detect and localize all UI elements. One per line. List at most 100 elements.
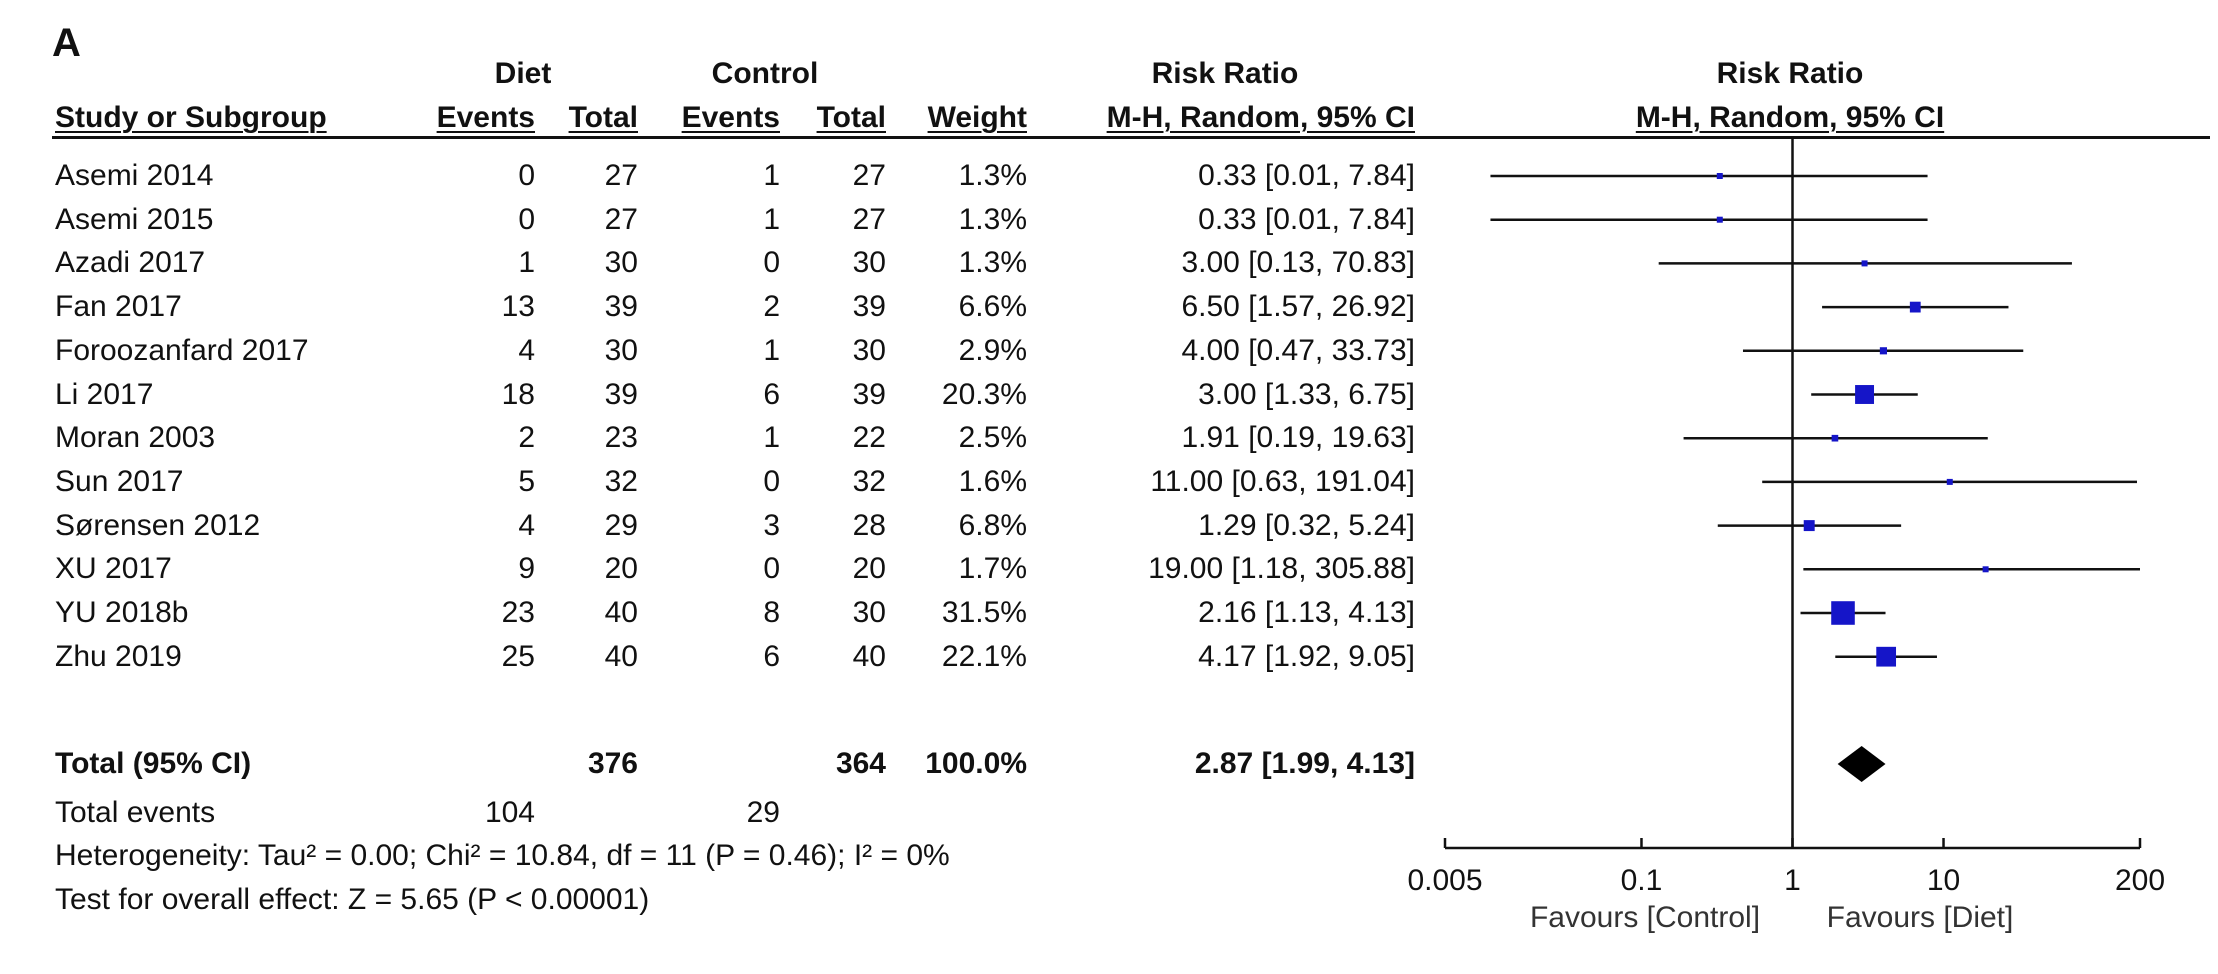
diet-events-cell: 4	[518, 333, 535, 367]
point-estimate-marker	[1716, 173, 1723, 179]
control-total-cell: 30	[852, 596, 886, 629]
diet-total-cell: 20	[604, 552, 638, 586]
diet-events-cell: 23	[501, 596, 535, 629]
study-name: Sun 2017	[55, 464, 184, 498]
plot-risk-ratio-header: Risk Ratio	[1716, 57, 1864, 90]
diet-events-cell: 5	[518, 464, 535, 498]
risk-ratio-cell: 1.91 [0.19, 19.63]	[1181, 421, 1415, 455]
control-events-cell: 1	[763, 202, 780, 236]
plot-method-header: M-H, Random, 95% CI	[1635, 101, 1945, 134]
weight-cell: 1.3%	[958, 159, 1027, 192]
weight-cell: 31.5%	[941, 596, 1027, 629]
total-risk-ratio: 2.87 [1.99, 4.13]	[1194, 747, 1415, 780]
risk-ratio-cell: 2.16 [1.13, 4.13]	[1198, 596, 1415, 629]
risk-ratio-cell: 0.33 [0.01, 7.84]	[1198, 159, 1415, 192]
risk-ratio-cell: 4.00 [0.47, 33.73]	[1181, 333, 1415, 367]
control-total-cell: 30	[852, 333, 886, 367]
point-estimate-marker	[1876, 646, 1897, 667]
diet-events-cell: 0	[518, 159, 535, 192]
favours-control-label: Favours [Control]	[1529, 901, 1761, 934]
diet-total-cell: 39	[604, 290, 638, 324]
weight-cell: 1.7%	[958, 552, 1027, 586]
diet-total-cell: 40	[604, 639, 638, 673]
control-events-cell: 6	[763, 377, 780, 411]
weight-cell: 1.3%	[958, 202, 1027, 236]
point-estimate-marker	[1946, 478, 1953, 485]
diet-total-cell: 23	[604, 421, 638, 455]
diet-events-cell: 18	[501, 377, 535, 411]
risk-ratio-header: Risk Ratio	[1151, 57, 1299, 90]
control-events-cell: 0	[763, 552, 780, 586]
overall-effect-text: Test for overall effect: Z = 5.65 (P < 0…	[55, 883, 650, 916]
total-events-diet: 104	[484, 796, 535, 829]
control-events-header: Events	[681, 101, 780, 134]
weight-cell: 20.3%	[941, 377, 1027, 411]
diet-total-cell: 27	[604, 202, 638, 236]
weight-cell: 6.6%	[958, 290, 1027, 324]
control-events-cell: 6	[763, 639, 780, 673]
x-tick-label: 0.005	[1407, 864, 1482, 897]
total-events-label: Total events	[55, 796, 216, 829]
control-group-header: Control	[711, 57, 819, 90]
risk-ratio-cell: 4.17 [1.92, 9.05]	[1198, 639, 1415, 673]
study-column-header: Study or Subgroup	[55, 101, 327, 134]
point-estimate-marker	[1909, 301, 1921, 313]
control-total-cell: 39	[852, 290, 886, 324]
heterogeneity-text: Heterogeneity: Tau² = 0.00; Chi² = 10.84…	[55, 839, 950, 872]
control-events-cell: 2	[763, 290, 780, 324]
x-tick-label: 1	[1784, 864, 1801, 897]
risk-ratio-cell: 3.00 [0.13, 70.83]	[1181, 246, 1415, 280]
study-name: Fan 2017	[55, 290, 182, 324]
point-estimate-marker	[1831, 434, 1839, 442]
diet-total-cell: 30	[604, 333, 638, 367]
diet-total-cell: 32	[604, 464, 638, 498]
control-total-cell: 20	[852, 552, 886, 586]
control-events-cell: 0	[763, 464, 780, 498]
control-events-cell: 1	[763, 159, 780, 192]
diet-events-cell: 9	[518, 552, 535, 586]
point-estimate-marker	[1831, 601, 1855, 625]
study-name: XU 2017	[55, 552, 172, 586]
total-label: Total (95% CI)	[55, 747, 252, 780]
point-estimate-marker	[1982, 566, 1989, 573]
diet-events-cell: 25	[501, 639, 535, 673]
weight-cell: 22.1%	[941, 639, 1027, 673]
study-name: Asemi 2015	[55, 202, 214, 236]
total-control-total: 364	[835, 747, 886, 780]
total-diet-total: 376	[587, 747, 638, 780]
diet-total-cell: 30	[604, 246, 638, 280]
study-name: YU 2018b	[55, 596, 189, 629]
weight-cell: 1.3%	[958, 246, 1027, 280]
diet-events-cell: 13	[501, 290, 535, 324]
point-estimate-marker	[1803, 520, 1815, 532]
study-name: Asemi 2014	[55, 159, 214, 192]
total-weight: 100.0%	[925, 747, 1027, 780]
control-events-cell: 1	[763, 333, 780, 367]
diet-events-cell: 2	[518, 421, 535, 455]
diet-group-header: Diet	[494, 57, 552, 90]
point-estimate-marker	[1861, 260, 1868, 267]
control-total-cell: 27	[852, 202, 886, 236]
method-header: M-H, Random, 95% CI	[1106, 101, 1415, 134]
control-total-cell: 40	[852, 639, 886, 673]
control-events-cell: 0	[763, 246, 780, 280]
weight-cell: 6.8%	[958, 508, 1027, 542]
header-rule	[52, 136, 2210, 139]
x-tick-label: 10	[1927, 864, 1960, 897]
control-total-header: Total	[816, 101, 886, 134]
weight-cell: 1.6%	[958, 464, 1027, 498]
study-name: Sørensen 2012	[55, 508, 261, 542]
summary-diamond	[1837, 746, 1886, 782]
control-total-cell: 27	[852, 159, 886, 192]
risk-ratio-cell: 19.00 [1.18, 305.88]	[1148, 552, 1415, 586]
control-total-cell: 28	[852, 508, 886, 542]
control-total-cell: 22	[852, 421, 886, 455]
control-events-cell: 1	[763, 421, 780, 455]
diet-events-cell: 1	[518, 246, 535, 280]
study-name: Azadi 2017	[55, 246, 206, 280]
x-tick-label: 200	[2115, 864, 2165, 897]
control-total-cell: 32	[852, 464, 886, 498]
control-events-cell: 8	[763, 596, 780, 629]
risk-ratio-cell: 6.50 [1.57, 26.92]	[1181, 290, 1415, 324]
